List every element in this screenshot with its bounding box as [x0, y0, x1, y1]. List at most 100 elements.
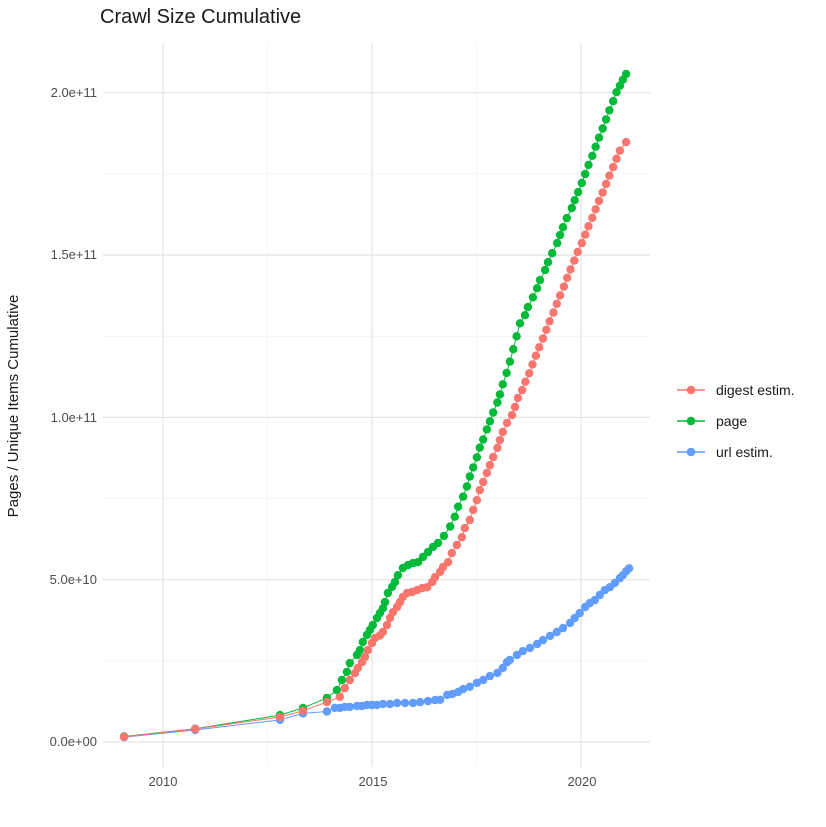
data-point — [469, 463, 478, 472]
data-point — [495, 435, 505, 445]
data-point — [577, 178, 586, 188]
data-point — [345, 658, 354, 668]
data-point — [518, 646, 528, 656]
data-point — [340, 683, 349, 693]
data-point — [598, 124, 607, 133]
data-point — [605, 171, 614, 180]
data-point — [475, 443, 484, 452]
data-point — [322, 707, 332, 716]
data-point — [507, 410, 517, 420]
data-point — [452, 540, 462, 550]
data-point — [482, 425, 492, 434]
data-point — [570, 196, 579, 205]
data-point — [191, 724, 200, 734]
data-point — [363, 645, 372, 655]
y-tick-label: 1.5e+11 — [50, 247, 97, 262]
data-point — [570, 256, 579, 265]
data-point — [601, 115, 611, 124]
data-point — [393, 571, 403, 580]
data-point — [423, 547, 433, 557]
data-point — [489, 408, 498, 417]
data-point — [528, 360, 537, 369]
data-point — [535, 275, 545, 285]
data-point — [515, 319, 525, 328]
data-point — [485, 671, 495, 681]
data-point — [493, 398, 502, 407]
data-point — [510, 402, 520, 412]
data-point — [465, 472, 474, 481]
series-line — [124, 141, 627, 738]
data-point — [380, 597, 390, 607]
data-point — [335, 692, 344, 702]
legend-item-url-estim: url estim. — [676, 442, 795, 462]
data-point — [521, 377, 530, 386]
data-point — [345, 675, 354, 685]
data-point — [548, 249, 557, 258]
data-point — [413, 558, 423, 567]
data-point — [615, 146, 625, 155]
y-tick-label: 0.0e+00 — [49, 734, 97, 749]
data-point — [558, 623, 568, 633]
data-point — [482, 468, 492, 478]
data-point — [485, 417, 495, 426]
chart-title: Crawl Size Cumulative — [100, 6, 302, 28]
data-point — [358, 637, 367, 647]
data-point — [453, 502, 463, 511]
data-point — [332, 685, 342, 695]
data-point — [584, 222, 593, 231]
data-point — [385, 699, 395, 709]
data-point — [392, 698, 402, 708]
data-point — [542, 325, 551, 334]
data-point — [462, 482, 472, 491]
data-point — [383, 588, 393, 598]
data-point — [545, 317, 554, 326]
x-tick-label: 2015 — [358, 774, 388, 789]
data-point — [495, 390, 505, 399]
data-point — [479, 435, 488, 444]
legend-label: digest estim. — [716, 382, 795, 398]
data-point — [538, 334, 548, 343]
data-point — [390, 577, 400, 587]
data-point — [465, 515, 474, 525]
legend-item-page: page — [676, 411, 795, 431]
data-point — [553, 238, 562, 248]
data-point — [298, 706, 308, 715]
data-point — [584, 160, 593, 170]
legend-label: url estim. — [716, 444, 773, 460]
data-point — [555, 230, 565, 240]
data-point — [609, 97, 618, 106]
data-point — [552, 299, 561, 308]
legend-key-icon — [677, 447, 705, 457]
data-point — [505, 655, 515, 665]
data-point — [433, 538, 443, 548]
data-point — [621, 69, 631, 79]
data-point — [563, 273, 572, 282]
data-point — [591, 142, 600, 151]
data-point — [489, 452, 498, 462]
data-point — [360, 652, 370, 662]
legend-key-icon — [677, 416, 705, 426]
data-point — [567, 203, 576, 213]
data-point — [523, 302, 533, 312]
data-point — [493, 668, 502, 678]
data-point — [505, 357, 515, 366]
data-point — [443, 558, 453, 567]
data-point — [368, 620, 377, 630]
data-point — [601, 179, 611, 189]
data-point — [612, 154, 621, 163]
y-tick-label: 5.0e+10 — [49, 572, 97, 587]
legend: digest estim. page url estim. — [676, 380, 795, 462]
data-point — [460, 523, 469, 533]
legend-label: page — [716, 413, 748, 429]
data-point — [535, 343, 544, 352]
data-point — [355, 645, 365, 655]
data-point — [337, 675, 347, 685]
data-point — [605, 106, 614, 115]
data-point — [588, 213, 597, 222]
data-point — [498, 663, 507, 673]
data-point — [415, 697, 425, 707]
data-point — [609, 162, 618, 172]
data-point — [562, 213, 571, 223]
data-point — [502, 418, 512, 428]
